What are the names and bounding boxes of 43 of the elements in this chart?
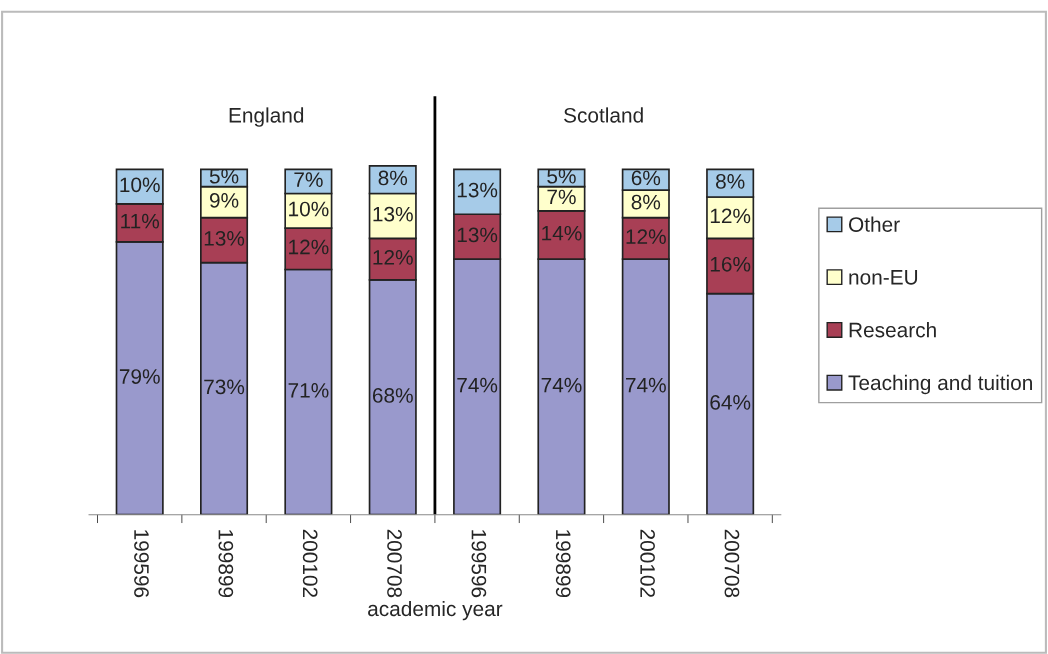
legend-label: Other xyxy=(849,216,900,232)
x-tick-label: 199899 xyxy=(218,530,234,598)
data-label: 13% xyxy=(204,230,245,246)
x-tick-label: 200708 xyxy=(387,529,402,598)
data-label: 79% xyxy=(119,369,160,384)
data-label: 74% xyxy=(541,377,582,393)
data-label: 71% xyxy=(288,383,329,398)
data-label: 12% xyxy=(626,229,666,244)
data-label: 14% xyxy=(542,225,582,241)
data-label: 8% xyxy=(378,170,408,186)
x-tick-label: 199596 xyxy=(134,530,149,598)
data-label: 11% xyxy=(121,213,160,229)
x-tick-label: 199596 xyxy=(471,530,487,598)
data-label: 8% xyxy=(631,194,661,210)
text: Scotland xyxy=(564,107,643,123)
data-label: 74% xyxy=(626,377,666,393)
data-label: 74% xyxy=(457,377,498,393)
data-label: 13% xyxy=(457,182,498,198)
data-label: 16% xyxy=(710,256,751,272)
data-label: 6% xyxy=(631,170,661,186)
data-label: 8% xyxy=(716,174,745,189)
x-tick-label: 200102 xyxy=(640,529,655,598)
legend-label: Research xyxy=(849,322,936,338)
data-label: 12% xyxy=(289,239,329,255)
x-tick-label: 199899 xyxy=(555,530,571,598)
data-label: 13% xyxy=(373,206,413,222)
data-label: 7% xyxy=(294,172,323,187)
legend-label: non-EU xyxy=(849,270,918,285)
data-label: 12% xyxy=(373,249,413,265)
data-label: 12% xyxy=(710,208,751,224)
data-label: 73% xyxy=(204,379,245,395)
x-tick-label: 200708 xyxy=(724,529,740,598)
data-label: 68% xyxy=(372,388,413,403)
x-axis-title: academic year xyxy=(368,600,503,621)
text: England xyxy=(229,107,304,127)
data-label: 9% xyxy=(209,193,239,208)
data-label: 7% xyxy=(547,189,576,205)
x-tick-label: 200102 xyxy=(302,529,318,598)
data-label: 64% xyxy=(710,395,751,410)
legend-label: Teaching and tuition xyxy=(848,374,1032,395)
data-label: 10% xyxy=(120,177,160,193)
data-label: 13% xyxy=(457,227,498,243)
data-label: 10% xyxy=(289,201,329,217)
